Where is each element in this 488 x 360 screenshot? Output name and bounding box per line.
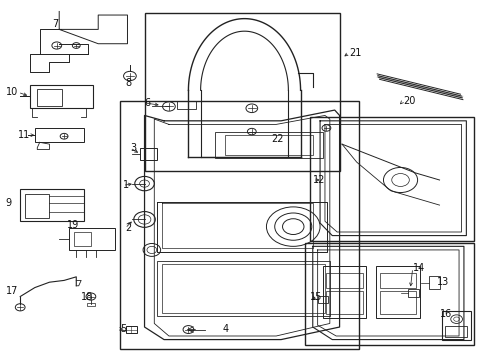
Text: 14: 14 <box>412 263 424 273</box>
Bar <box>375 266 419 318</box>
Bar <box>30 85 93 108</box>
Text: 3: 3 <box>130 143 136 153</box>
Text: 5: 5 <box>120 324 126 334</box>
Bar <box>35 128 83 142</box>
Bar <box>322 266 366 318</box>
Text: 1: 1 <box>122 180 128 190</box>
Text: 17: 17 <box>5 286 18 296</box>
Text: 19: 19 <box>66 220 79 230</box>
Bar <box>37 89 61 107</box>
Text: 2: 2 <box>125 224 131 233</box>
Bar <box>144 13 339 171</box>
Bar <box>74 232 91 246</box>
Bar <box>161 264 325 313</box>
Bar <box>126 325 137 333</box>
Text: 22: 22 <box>271 134 283 144</box>
Bar <box>326 291 362 315</box>
Text: 4: 4 <box>222 324 228 334</box>
Text: 18: 18 <box>81 292 93 302</box>
Text: 20: 20 <box>402 96 414 106</box>
Bar <box>379 291 415 315</box>
Bar <box>157 261 329 316</box>
Text: 16: 16 <box>439 310 451 319</box>
Text: 8: 8 <box>125 78 131 88</box>
Bar <box>317 296 328 303</box>
Text: 9: 9 <box>5 198 12 208</box>
Text: 7: 7 <box>52 19 58 29</box>
Bar <box>310 117 473 241</box>
Text: 12: 12 <box>312 175 325 185</box>
Text: 13: 13 <box>436 277 448 287</box>
Bar <box>326 273 362 288</box>
Bar <box>379 273 415 288</box>
Bar <box>25 194 49 218</box>
Bar <box>140 148 157 160</box>
Bar <box>20 189 83 221</box>
Bar <box>215 132 322 158</box>
Bar <box>87 303 95 306</box>
Bar <box>224 135 312 155</box>
Text: 10: 10 <box>5 87 18 97</box>
Text: 21: 21 <box>348 48 361 58</box>
Bar <box>428 276 439 289</box>
Bar <box>69 228 115 250</box>
Text: 6: 6 <box>144 98 150 108</box>
Bar <box>120 101 358 348</box>
Bar <box>441 311 470 339</box>
Text: 15: 15 <box>310 292 322 302</box>
Bar <box>407 289 418 297</box>
Text: 11: 11 <box>18 130 30 140</box>
Bar <box>445 326 466 337</box>
Bar <box>305 243 473 345</box>
Bar <box>177 101 195 109</box>
